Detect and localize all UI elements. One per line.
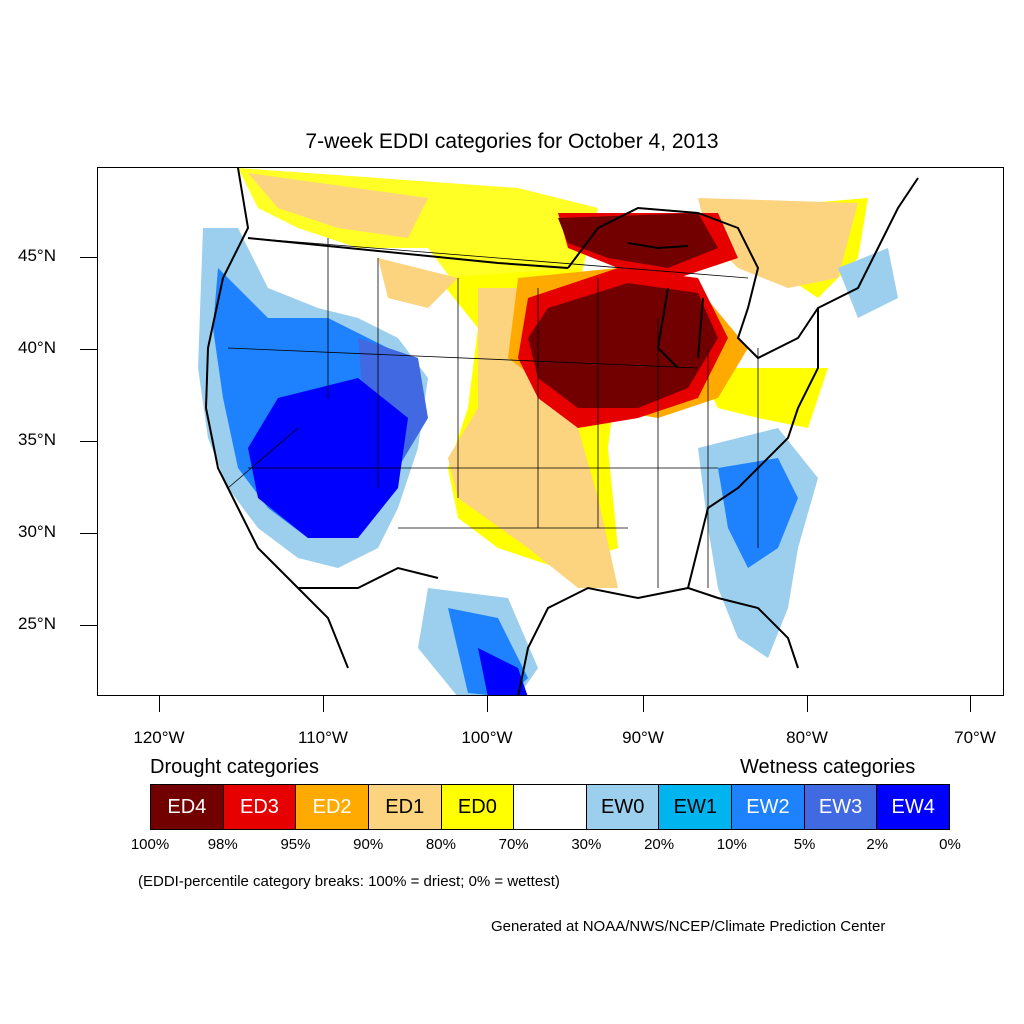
lon-tick-70 bbox=[970, 696, 971, 712]
credit-text: Generated at NOAA/NWS/NCEP/Climate Predi… bbox=[491, 918, 886, 935]
lat-tick-30 bbox=[80, 533, 97, 534]
percentile-label: 0% bbox=[939, 836, 961, 853]
lat-tick-40 bbox=[80, 349, 97, 350]
percentile-label: 20% bbox=[644, 836, 675, 853]
legend-box-ed0: ED0 bbox=[441, 785, 515, 829]
lat-label-45: 45°N bbox=[18, 246, 56, 265]
percentile-label: 100% bbox=[130, 836, 170, 853]
legend-box-ew2: EW2 bbox=[732, 785, 805, 829]
lon-tick-80 bbox=[807, 696, 808, 712]
lon-label-100: 100°W bbox=[461, 728, 513, 747]
percentile-label: 5% bbox=[793, 836, 816, 853]
percentile-label: 10% bbox=[716, 836, 747, 853]
lon-tick-90 bbox=[643, 696, 644, 712]
legend-box-ew3: EW3 bbox=[804, 785, 878, 829]
legend-box-ed3: ED3 bbox=[223, 785, 297, 829]
percentile-label: 2% bbox=[866, 836, 889, 853]
legend-colorbar: ED4 ED3 ED2 ED1 ED0 EW0 EW1 EW2 EW3 EW4 bbox=[150, 784, 950, 830]
percentile-label: 98% bbox=[207, 836, 238, 853]
map-title: 7-week EDDI categories for October 4, 20… bbox=[305, 130, 719, 153]
lon-tick-110 bbox=[323, 696, 324, 712]
lon-tick-120 bbox=[159, 696, 160, 712]
map-canvas bbox=[198, 168, 919, 695]
legend-box-ew0: EW0 bbox=[586, 785, 660, 829]
eddi-map bbox=[97, 167, 1004, 696]
lat-label-30: 30°N bbox=[18, 522, 56, 541]
wetness-heading: Wetness categories bbox=[740, 756, 916, 778]
lon-tick-100 bbox=[487, 696, 488, 712]
percentile-label: 70% bbox=[498, 836, 529, 853]
lat-label-40: 40°N bbox=[18, 338, 56, 357]
legend-box-ed4: ED4 bbox=[151, 785, 224, 829]
lat-tick-45 bbox=[80, 257, 97, 258]
drought-heading: Drought categories bbox=[150, 756, 319, 778]
lon-label-90: 90°W bbox=[622, 728, 664, 747]
percentile-label: 80% bbox=[425, 836, 456, 853]
percentile-label: 30% bbox=[571, 836, 602, 853]
legend-box-neutral bbox=[514, 785, 587, 829]
lat-label-35: 35°N bbox=[18, 430, 56, 449]
legend-box-ew1: EW1 bbox=[659, 785, 733, 829]
lon-label-110: 110°W bbox=[298, 728, 348, 747]
percentile-label: 90% bbox=[353, 836, 384, 853]
percentile-label: 95% bbox=[280, 836, 311, 853]
lat-label-25: 25°N bbox=[18, 614, 56, 633]
category-note: (EDDI-percentile category breaks: 100% =… bbox=[138, 873, 560, 890]
legend-box-ed2: ED2 bbox=[296, 785, 369, 829]
lat-tick-25 bbox=[80, 625, 97, 626]
lon-label-120: 120°W bbox=[133, 728, 185, 747]
lon-label-80: 80°W bbox=[786, 728, 828, 747]
lat-tick-35 bbox=[80, 441, 97, 442]
legend-box-ew4: EW4 bbox=[877, 785, 950, 829]
lon-label-70: 70°W bbox=[954, 728, 996, 747]
legend-box-ed1: ED1 bbox=[368, 785, 442, 829]
